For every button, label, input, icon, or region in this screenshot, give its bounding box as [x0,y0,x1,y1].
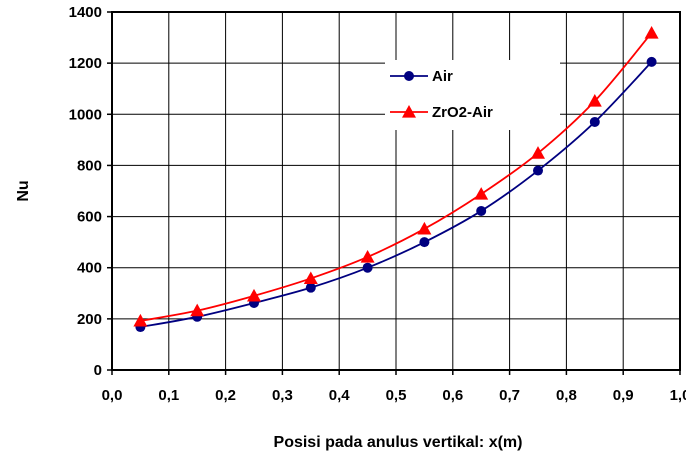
data-point-series-1 [247,288,261,302]
x-tick-label: 0,7 [499,387,520,404]
x-tick-label: 1,0 [670,387,686,404]
y-tick-label: 1000 [69,106,102,123]
data-point-series-0 [646,56,657,67]
x-tick-label: 0,0 [102,387,123,404]
x-tick-labels: 0,0 0,1 0,2 0,3 0,4 0,5 0,6 0,7 0,8 0,9 1,0 [102,387,686,404]
data-point-series-1 [474,187,489,200]
x-tick-label: 0,5 [386,387,407,404]
x-tick-label: 0,3 [272,387,293,404]
x-tick-label: 0,1 [158,387,179,404]
data-point-series-0 [589,116,600,127]
y-tick-label: 800 [77,157,102,174]
x-tick-label: 0,4 [329,387,351,404]
data-point-series-1 [360,249,375,263]
legend-items: Air ZrO2-Air [390,68,493,121]
y-tick-label: 1400 [69,4,102,21]
legend-label-0: Air [432,68,453,85]
x-tick-label: 0,6 [442,387,463,404]
y-tick-label: 600 [77,209,102,226]
data-point-series-1 [303,271,318,285]
y-tick-label: 0 [94,362,102,379]
legend-box [385,60,560,130]
data-point-series-1 [190,303,205,317]
plot-area-frame [111,11,681,371]
series-line-1 [140,32,653,322]
x-tick-label: 0,9 [613,387,634,404]
legend-marker-1 [402,105,416,118]
series-line-0 [140,61,653,328]
x-axis-label: Posisi pada anulus vertikal: x(m) [274,434,523,451]
x-tick-label: 0,8 [556,387,577,404]
data-point-series-1 [417,221,432,235]
y-tick-labels: 0 200 400 600 800 1000 1200 1400 [69,4,102,379]
legend-marker-0 [404,71,414,81]
data-point-series-0 [476,205,487,216]
data-point-series-0 [362,262,373,273]
data-point-series-0 [533,165,543,176]
data-point-series-0 [419,237,430,248]
data-point-series-1 [644,25,659,39]
data-point-series-1 [587,93,602,107]
data-point-series-1 [531,146,545,159]
data-point-series-1 [133,313,148,327]
y-tick-label: 1200 [69,55,102,72]
data-point-series-0 [305,282,316,293]
y-axis-label: Nu [15,180,32,201]
series-lines [140,32,653,328]
y-tick-label: 400 [77,260,102,277]
legend-label-1: ZrO2-Air [432,104,493,121]
series-markers [133,25,659,333]
y-tick-label: 200 [77,311,102,328]
x-tick-label: 0,2 [215,387,236,404]
legend: Air ZrO2-Air [385,60,560,130]
